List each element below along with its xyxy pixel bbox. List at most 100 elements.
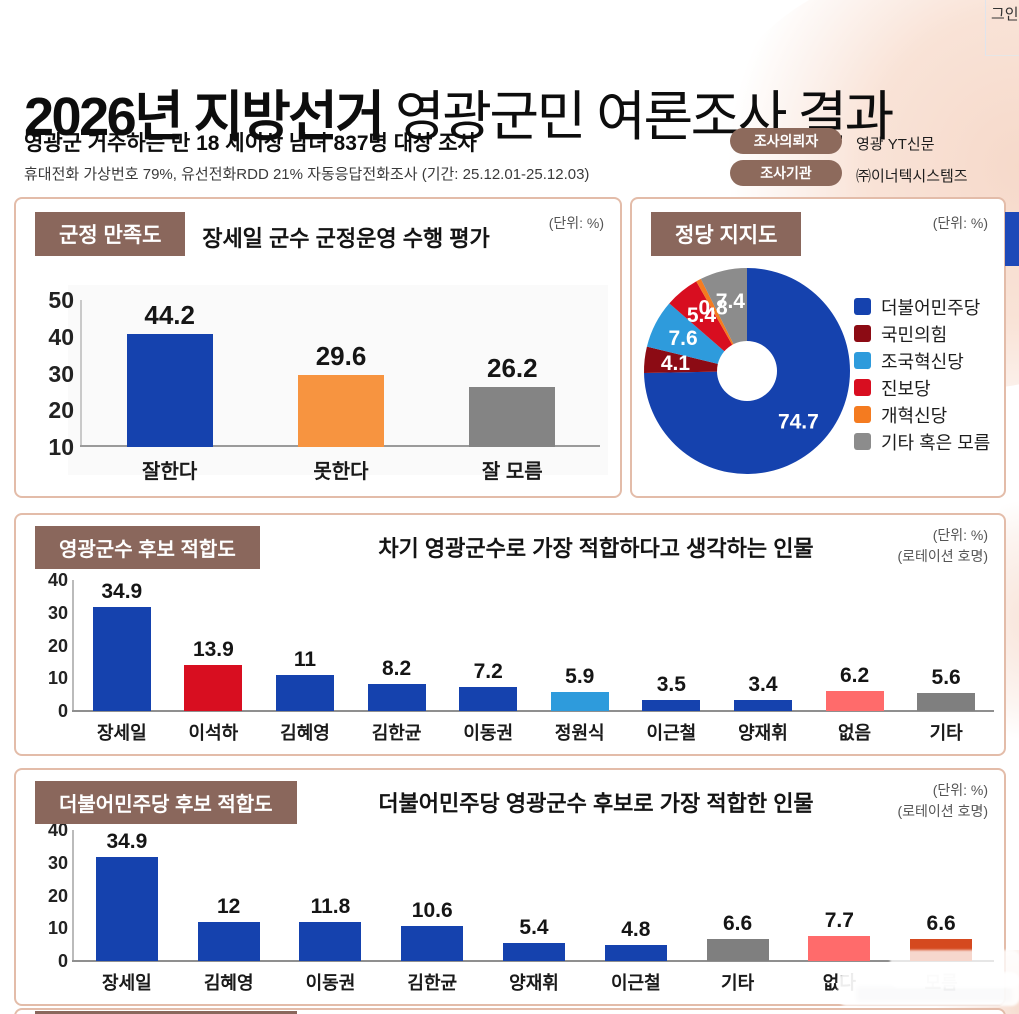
panel-dp-note: (로테이션 호명)	[897, 803, 989, 819]
bar-slot: 29.6 못한다	[255, 300, 426, 483]
chart-bar	[401, 926, 464, 961]
panel-county-note: (로테이션 호명)	[897, 548, 989, 564]
panel-satisfaction-unit: (단위: %)	[548, 215, 604, 231]
bar-value-label: 13.9	[192, 638, 234, 661]
bar-value-label: 3.5	[656, 673, 686, 696]
x-axis-line	[72, 960, 994, 962]
chart-bar	[459, 687, 518, 711]
agency-value: ㈜이너텍시스템즈	[856, 168, 968, 185]
bar-category-label: 이근철	[610, 973, 661, 993]
y-tick-label: 10	[47, 668, 68, 689]
donut-value-label: 0.8	[699, 296, 729, 319]
bar-value-label: 5.9	[565, 665, 595, 688]
bar-category-label: 김혜영	[203, 973, 254, 993]
chart-bar	[184, 665, 243, 711]
legend-label: 진보당	[881, 378, 931, 399]
chart-bar	[197, 922, 260, 961]
county-candidate-bar-chart: 0 10 20 30 40 34.9 장세일 13.9 이석하 11 김혜영 8.2 김한균 7.2 이동…	[16, 515, 1004, 754]
chart-bar	[126, 334, 213, 447]
blue-edge-element	[1005, 212, 1019, 266]
y-tick-label: 0	[57, 951, 68, 971]
bar-value-label: 12	[216, 895, 241, 918]
survey-methodology: 휴대전화 가상번호 79%, 유선전화RDD 21% 자동응답전화조사 (기간:…	[24, 166, 590, 183]
y-axis-line	[72, 580, 74, 711]
bar-slot: 34.9 장세일	[76, 830, 178, 993]
bar-category-label: 못한다	[313, 461, 369, 483]
bar-slot: 44.2 잘한다	[84, 300, 255, 483]
legend-item: 기타 혹은 모름	[854, 433, 990, 453]
bars-area: 34.9 장세일 12 김혜영 11.8 이동권 10.6 김한균 5.4 양재휘 4.8 이근철 6.…	[76, 830, 992, 993]
client-value: 영광 YT신문	[856, 136, 935, 153]
bar-category-label: 장세일	[102, 973, 152, 993]
bar-slot: 5.4 양재휘	[483, 830, 585, 993]
bar-slot: 26.2 잘 모름	[427, 300, 598, 483]
donut-slice	[696, 278, 734, 345]
y-tick-label: 10	[47, 918, 68, 939]
y-tick-label: 40	[47, 820, 68, 840]
bar-category-label: 김혜영	[280, 723, 330, 743]
legend-label: 기타 혹은 모름	[881, 432, 991, 453]
panel-dp-unit: (단위: %)	[932, 782, 988, 798]
chart-bar	[706, 939, 769, 961]
y-axis: 0 10 20 30 40	[24, 820, 68, 971]
y-tick-label: 30	[48, 360, 74, 387]
chart-bar	[642, 700, 701, 711]
bar-category-label: 이동권	[463, 723, 514, 743]
bar-slot: 11 김혜영	[259, 580, 351, 743]
panel-next-badge-sliver	[35, 1011, 297, 1014]
login-link-text[interactable]: 그인	[991, 6, 1019, 23]
donut-slice	[669, 281, 733, 352]
panel-party-unit: (단위: %)	[932, 215, 988, 231]
bar-slot: 13.9 이석하	[168, 580, 260, 743]
chart-bar	[95, 857, 158, 961]
legend-swatch	[854, 325, 871, 342]
party-donut-chart: 74.7 4.17.65.40.87.4	[644, 268, 850, 474]
bar-category-label: 없다	[822, 973, 856, 993]
bar-value-label: 26.2	[487, 353, 538, 383]
panel-dp-title: 더불어민주당 영광군수 후보로 가장 적합한 인물	[378, 791, 814, 816]
legend-swatch	[854, 379, 871, 396]
bar-value-label: 34.9	[101, 580, 143, 603]
donut-slice	[646, 303, 725, 364]
legend-label: 국민의힘	[881, 324, 948, 345]
y-tick-label: 30	[47, 602, 68, 623]
donut-value-label: 74.7	[778, 410, 819, 433]
bar-slot: 6.2 없음	[809, 580, 901, 743]
bar-slot: 3.4 양재휘	[717, 580, 809, 743]
panel-county-title: 차기 영광군수로 가장 적합하다고 생각하는 인물	[378, 536, 814, 561]
bar-slot: 11.8 이동권	[280, 830, 382, 993]
bar-value-label: 7.7	[824, 909, 854, 932]
bar-slot: 34.9 장세일	[76, 580, 168, 743]
agency-badge: 조사기관	[730, 160, 842, 186]
bar-slot: 5.9 정원식	[534, 580, 626, 743]
bar-value-label: 44.2	[144, 300, 195, 330]
panel-satisfaction: 군정 만족도 장세일 군수 군정운영 수행 평가 (단위: %) 10 20 30 4…	[14, 197, 622, 498]
bar-value-label: 6.6	[722, 912, 753, 935]
bar-category-label: 기타	[721, 973, 755, 993]
bar-category-label: 장세일	[96, 723, 147, 743]
donut-value-label: 5.4	[687, 304, 717, 327]
donut-slice	[644, 346, 718, 373]
legend-item: 더불어민주당	[854, 298, 990, 318]
panel-party-support: 정당 지지도 (단위: %) 74.7 4.1 7.6 5.4 0.8 7.4 더불어민주…	[630, 197, 1006, 498]
donut-slice	[700, 268, 747, 345]
donut-value-label: 4.1	[661, 352, 691, 375]
legend-swatch	[854, 352, 871, 369]
bar-category-label: 기타	[929, 723, 963, 743]
bar-category-label: 김한균	[407, 973, 458, 993]
y-axis-line	[72, 830, 74, 961]
y-tick-label: 40	[48, 323, 74, 350]
bar-category-label: 잘한다	[142, 461, 198, 483]
chart-bar	[825, 691, 884, 711]
bar-value-label: 6.6	[926, 912, 956, 935]
x-axis-line	[72, 710, 994, 712]
bar-slot: 12 김혜영	[178, 830, 280, 993]
y-tick-label: 40	[47, 570, 68, 590]
bar-value-label: 8.2	[381, 657, 412, 680]
y-axis: 0 10 20 30 40	[24, 570, 68, 721]
legend-swatch	[854, 298, 871, 315]
panel-county-unit: (단위: %)	[932, 527, 988, 543]
login-link-remnant[interactable]: 그인	[985, 0, 1019, 56]
bar-category-label: 모름	[924, 973, 958, 993]
